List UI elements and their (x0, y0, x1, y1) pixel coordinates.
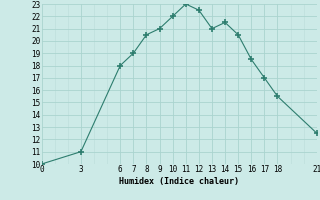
X-axis label: Humidex (Indice chaleur): Humidex (Indice chaleur) (119, 177, 239, 186)
